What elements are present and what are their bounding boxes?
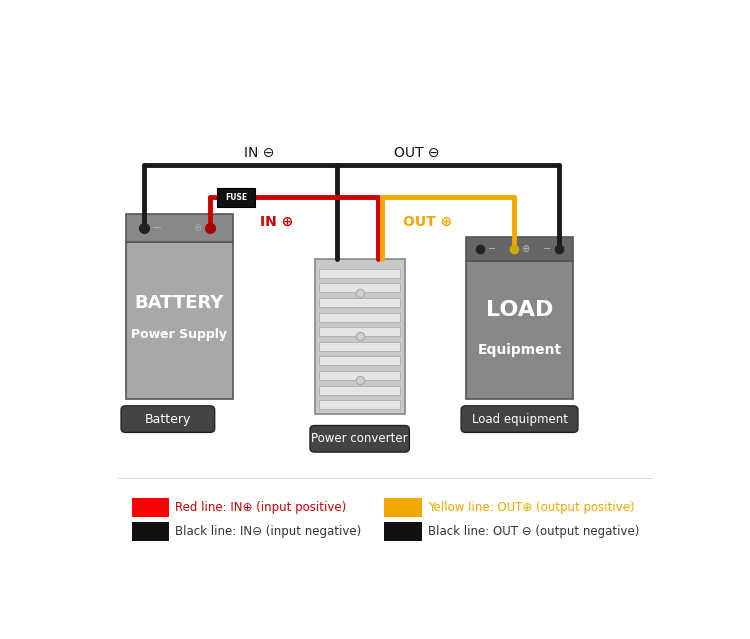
FancyBboxPatch shape [466, 261, 573, 399]
Text: Equipment: Equipment [478, 343, 562, 357]
Text: −: − [543, 244, 551, 254]
Text: BATTERY: BATTERY [135, 294, 224, 312]
FancyBboxPatch shape [384, 523, 422, 541]
FancyBboxPatch shape [315, 259, 405, 413]
FancyBboxPatch shape [131, 523, 170, 541]
Text: LOAD: LOAD [486, 300, 554, 320]
FancyBboxPatch shape [384, 498, 422, 516]
Text: Yellow line: OUT⊕ (output positive): Yellow line: OUT⊕ (output positive) [428, 501, 634, 514]
FancyBboxPatch shape [461, 406, 578, 433]
FancyBboxPatch shape [320, 385, 400, 395]
Text: Battery: Battery [145, 413, 191, 426]
FancyBboxPatch shape [320, 371, 400, 380]
FancyBboxPatch shape [121, 406, 214, 433]
Text: ⊕: ⊕ [194, 223, 201, 233]
Text: Power converter: Power converter [311, 433, 408, 445]
Text: −: − [152, 222, 162, 235]
Text: IN ⊖: IN ⊖ [244, 146, 274, 160]
FancyBboxPatch shape [126, 215, 233, 242]
FancyBboxPatch shape [320, 283, 400, 293]
FancyBboxPatch shape [320, 342, 400, 351]
Text: Black line: IN⊖ (input negative): Black line: IN⊖ (input negative) [175, 525, 362, 538]
Text: Load equipment: Load equipment [472, 413, 568, 426]
Text: Black line: OUT ⊖ (output negative): Black line: OUT ⊖ (output negative) [428, 525, 639, 538]
Text: ⊕: ⊕ [521, 244, 530, 254]
Text: OUT ⊕: OUT ⊕ [404, 215, 452, 229]
Text: −: − [488, 244, 496, 254]
FancyBboxPatch shape [131, 498, 170, 516]
FancyBboxPatch shape [320, 357, 400, 366]
FancyBboxPatch shape [320, 312, 400, 321]
FancyBboxPatch shape [466, 236, 573, 261]
FancyBboxPatch shape [320, 400, 400, 410]
FancyBboxPatch shape [310, 426, 410, 452]
Text: FUSE: FUSE [225, 193, 248, 202]
Text: IN ⊕: IN ⊕ [260, 215, 293, 229]
Text: Red line: IN⊕ (input positive): Red line: IN⊕ (input positive) [175, 501, 346, 514]
FancyBboxPatch shape [320, 327, 400, 336]
FancyBboxPatch shape [217, 188, 255, 206]
FancyBboxPatch shape [320, 269, 400, 278]
FancyBboxPatch shape [126, 242, 233, 399]
Text: Power Supply: Power Supply [131, 328, 227, 341]
FancyBboxPatch shape [320, 298, 400, 307]
Text: OUT ⊖: OUT ⊖ [394, 146, 439, 160]
